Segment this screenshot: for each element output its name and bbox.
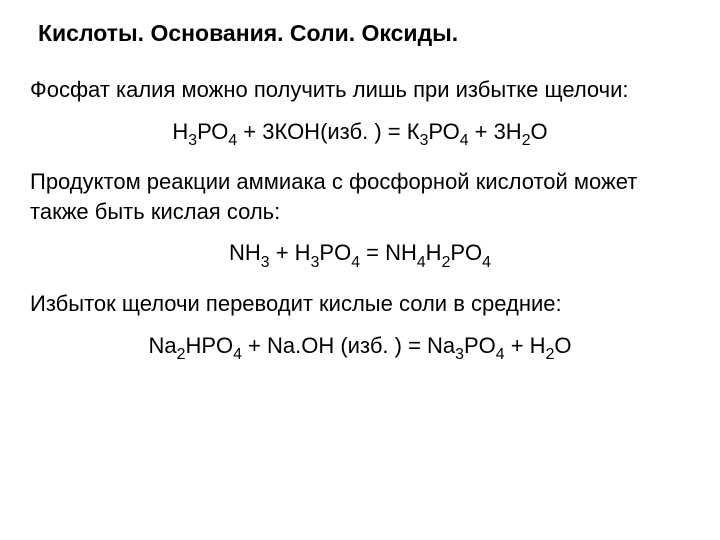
paragraph-1: Фосфат калия можно получить лишь при изб… xyxy=(30,75,690,105)
paragraph-2: Продуктом реакции аммиака с фосфорной ки… xyxy=(30,167,690,226)
equation-1: Н3РО4 + 3КОН(изб. ) = К3РО4 + 3Н2О xyxy=(30,119,690,149)
equation-2: NH3 + H3PO4 = NH4H2PO4 xyxy=(30,240,690,270)
paragraph-3: Избыток щелочи переводит кислые соли в с… xyxy=(30,289,690,319)
equation-3: Na2HPO4 + Na.OH (изб. ) = Na3PO4 + H2O xyxy=(30,333,690,363)
slide-title: Кислоты. Основания. Соли. Оксиды. xyxy=(30,20,690,47)
